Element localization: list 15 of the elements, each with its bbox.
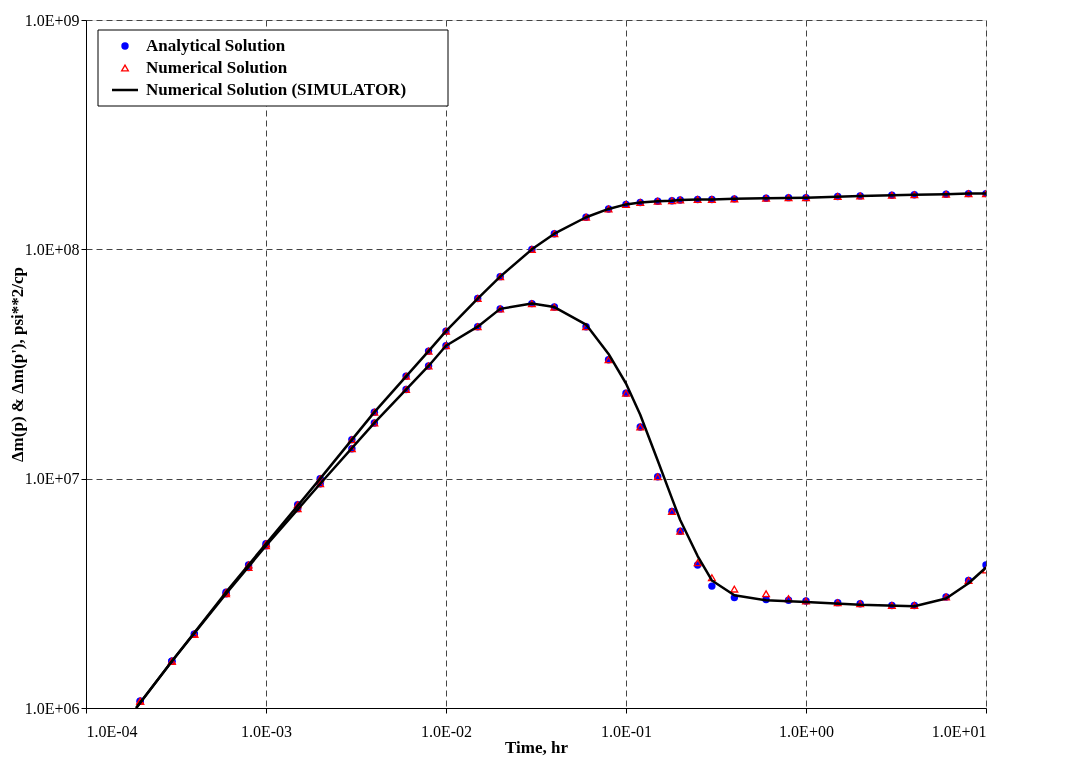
legend-label: Numerical Solution xyxy=(146,58,288,77)
x-tick-label: 1.0E+00 xyxy=(779,722,834,740)
y-tick-label: 1.0E+08 xyxy=(24,240,80,258)
x-tick-label: 1.0E-03 xyxy=(240,722,293,740)
legend-label: Numerical Solution (SIMULATOR) xyxy=(146,80,407,99)
x-tick-label: 1.0E+01 xyxy=(931,722,987,740)
x-tick-label: 1.0E-01 xyxy=(600,722,653,740)
y-axis-title: Δm(p) & Δm(p'), psi**2/cp xyxy=(7,266,27,463)
y-tick-label: 1.0E+06 xyxy=(24,699,80,717)
x-axis-title: Time, hr xyxy=(505,737,569,757)
y-tick-label: 1.0E+09 xyxy=(24,11,80,29)
legend-label: Analytical Solution xyxy=(146,36,286,55)
x-tick-label: 1.0E-04 xyxy=(86,722,138,740)
y-tick-label: 1.0E+07 xyxy=(24,470,80,488)
x-tick-label: 1.0E-02 xyxy=(420,722,473,740)
